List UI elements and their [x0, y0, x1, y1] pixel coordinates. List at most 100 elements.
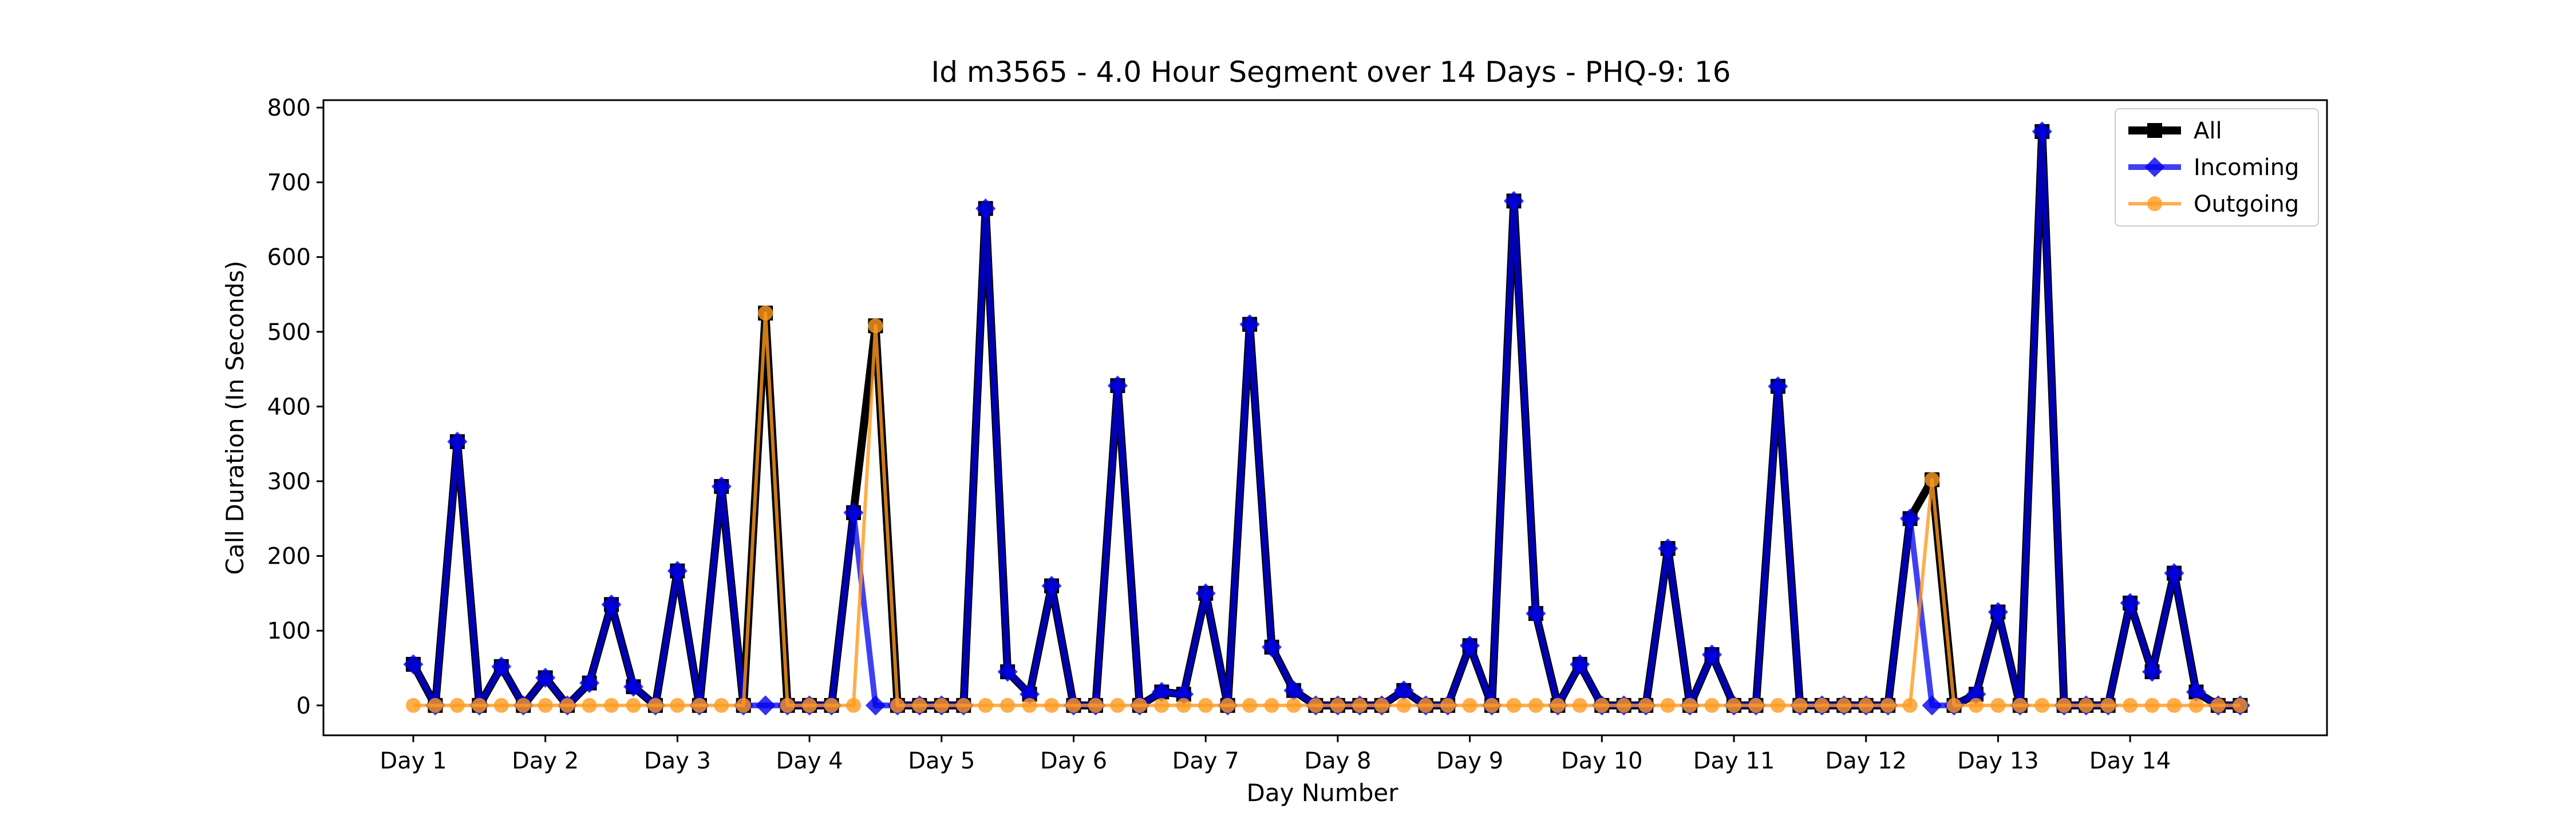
data-point-outgoing — [449, 698, 465, 713]
data-point-incoming — [1658, 538, 1678, 559]
legend: All Incoming Outgoing — [2115, 108, 2319, 227]
data-point-incoming — [711, 476, 732, 497]
data-point-outgoing — [472, 698, 487, 713]
y-tick-label: 400 — [267, 394, 311, 420]
x-tick-label: Day 13 — [1957, 748, 2039, 774]
data-point-incoming — [1151, 682, 1172, 702]
data-point-outgoing — [1154, 698, 1170, 713]
data-point-outgoing — [2100, 698, 2116, 713]
y-tick-label: 600 — [267, 244, 311, 271]
y-axis-label: Call Duration (In Seconds) — [221, 260, 249, 575]
data-point-outgoing — [2210, 698, 2226, 713]
data-point-incoming — [447, 431, 468, 452]
data-point-outgoing — [2079, 698, 2094, 713]
data-point-incoming — [1107, 375, 1128, 396]
data-point-incoming — [2032, 121, 2052, 142]
series-outgoing — [406, 306, 2248, 713]
x-tick-label: Day 11 — [1693, 748, 1775, 774]
data-point-incoming — [1966, 684, 1986, 704]
x-tick-label: Day 5 — [908, 748, 975, 774]
data-point-outgoing — [1506, 698, 1522, 713]
data-point-incoming — [1570, 654, 1590, 675]
data-point-outgoing — [1110, 698, 1125, 713]
data-point-incoming — [1174, 684, 1194, 704]
data-point-outgoing — [1440, 698, 1456, 713]
data-point-outgoing — [1770, 698, 1785, 713]
data-point-outgoing — [2167, 698, 2182, 713]
data-point-incoming — [755, 695, 776, 716]
data-point-outgoing — [1220, 698, 1235, 713]
data-point-incoming — [403, 654, 424, 675]
data-point-outgoing — [2123, 698, 2138, 713]
data-point-incoming — [601, 594, 622, 615]
data-point-incoming — [491, 656, 512, 677]
plot-area — [403, 121, 2250, 716]
x-tick-label: Day 8 — [1304, 748, 1371, 774]
data-point-outgoing — [1880, 698, 1896, 713]
data-point-outgoing — [758, 306, 773, 321]
data-point-outgoing — [1748, 698, 1764, 713]
data-point-outgoing — [1704, 698, 1720, 713]
y-tick-label: 300 — [267, 469, 311, 495]
data-point-outgoing — [1022, 698, 1037, 713]
legend-label-outgoing: Outgoing — [2194, 191, 2299, 217]
data-point-outgoing — [1682, 698, 1698, 713]
data-point-outgoing — [1374, 698, 1389, 713]
data-point-outgoing — [1902, 698, 1918, 713]
data-point-outgoing — [824, 698, 839, 713]
data-point-outgoing — [1000, 698, 1016, 713]
data-point-outgoing — [1594, 698, 1610, 713]
x-tick-label: Day 3 — [644, 748, 711, 774]
data-point-outgoing — [1925, 472, 1940, 488]
data-point-incoming — [975, 198, 996, 219]
y-tick-label: 0 — [297, 693, 311, 719]
data-point-incoming — [667, 561, 688, 581]
data-point-outgoing — [912, 698, 927, 713]
data-point-incoming — [1503, 191, 1524, 211]
data-point-outgoing — [802, 698, 817, 713]
legend-marker-all — [2147, 123, 2162, 138]
data-point-outgoing — [692, 698, 707, 713]
data-point-incoming — [865, 695, 886, 716]
data-point-outgoing — [1792, 698, 1808, 713]
data-point-incoming — [2142, 661, 2163, 682]
data-point-outgoing — [956, 698, 971, 713]
data-point-outgoing — [2144, 698, 2160, 713]
y-tick-label: 200 — [267, 544, 311, 570]
y-tick-label: 100 — [267, 618, 311, 644]
data-point-outgoing — [780, 698, 795, 713]
data-point-incoming — [1239, 314, 1260, 335]
data-point-incoming — [2164, 563, 2184, 584]
data-point-outgoing — [538, 698, 553, 713]
data-point-outgoing — [1462, 698, 1477, 713]
data-point-outgoing — [647, 698, 663, 713]
data-point-outgoing — [978, 698, 993, 713]
x-tick-label: Day 12 — [1825, 748, 1907, 774]
data-point-outgoing — [846, 698, 861, 713]
data-point-incoming — [1020, 684, 1040, 704]
data-point-outgoing — [1044, 698, 1060, 713]
data-point-incoming — [1460, 635, 1480, 656]
data-point-incoming — [1768, 376, 1788, 397]
data-point-incoming — [1922, 695, 1942, 716]
data-point-outgoing — [1638, 698, 1654, 713]
data-point-outgoing — [1132, 698, 1147, 713]
data-point-outgoing — [1528, 698, 1543, 713]
data-point-outgoing — [670, 698, 685, 713]
data-point-outgoing — [2012, 698, 2028, 713]
data-point-outgoing — [1484, 698, 1500, 713]
data-point-incoming — [2186, 682, 2206, 702]
data-point-incoming — [623, 676, 644, 697]
data-point-incoming — [1526, 603, 1546, 624]
data-point-outgoing — [890, 698, 905, 713]
data-point-outgoing — [1286, 698, 1301, 713]
data-point-incoming — [1283, 680, 1304, 701]
data-point-outgoing — [1066, 698, 1081, 713]
data-point-incoming — [579, 673, 600, 694]
data-point-outgoing — [2188, 698, 2204, 713]
data-point-outgoing — [868, 318, 883, 334]
data-point-outgoing — [1308, 698, 1323, 713]
data-point-outgoing — [1176, 698, 1191, 713]
x-axis-label: Day Number — [1246, 779, 1398, 807]
